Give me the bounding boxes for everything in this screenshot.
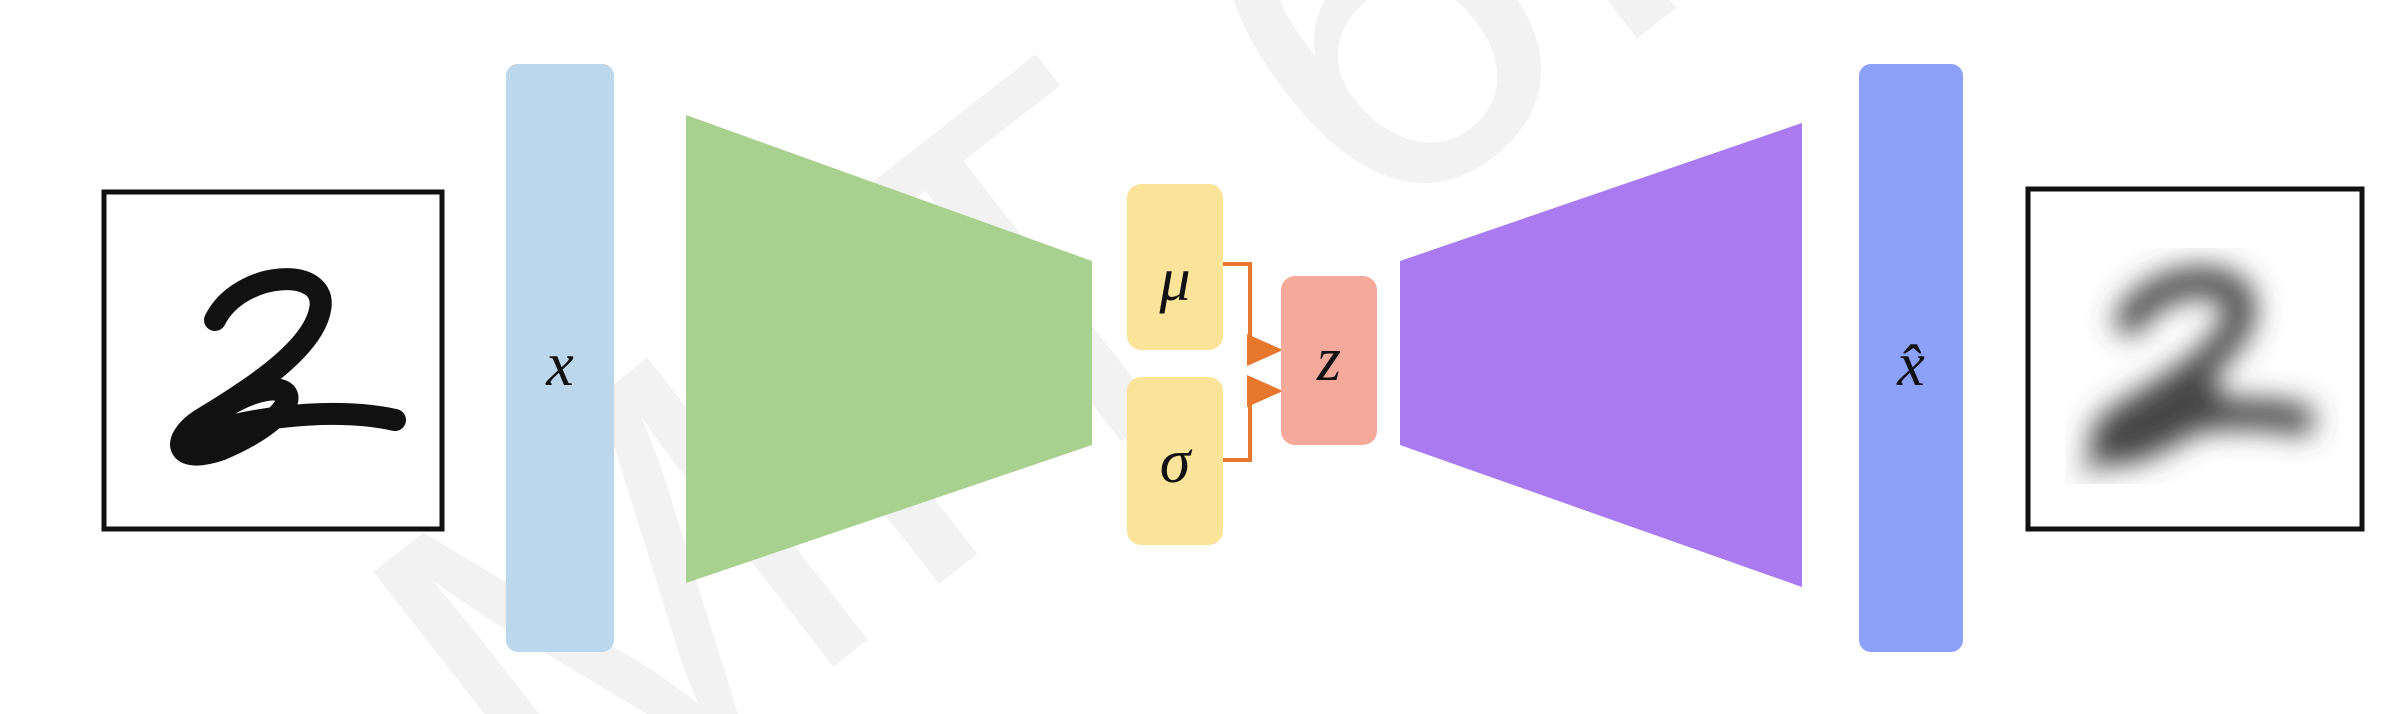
input-label: x — [545, 331, 574, 399]
mu-label: μ — [1158, 246, 1190, 314]
decoder — [1400, 123, 1802, 587]
output-digit — [2079, 266, 2315, 478]
sigma-label: σ — [1160, 428, 1193, 496]
sigma-box — [1127, 377, 1223, 545]
arrow — [1223, 375, 1283, 462]
output-bar — [1859, 64, 1963, 652]
arrow — [1223, 262, 1283, 366]
output-label: x̂ — [1896, 331, 1925, 399]
z-box — [1281, 276, 1377, 445]
z-label: z — [1316, 326, 1341, 394]
mu-box — [1127, 184, 1223, 350]
encoder — [686, 115, 1092, 583]
input-digit — [170, 268, 406, 466]
input-bar — [506, 64, 614, 652]
